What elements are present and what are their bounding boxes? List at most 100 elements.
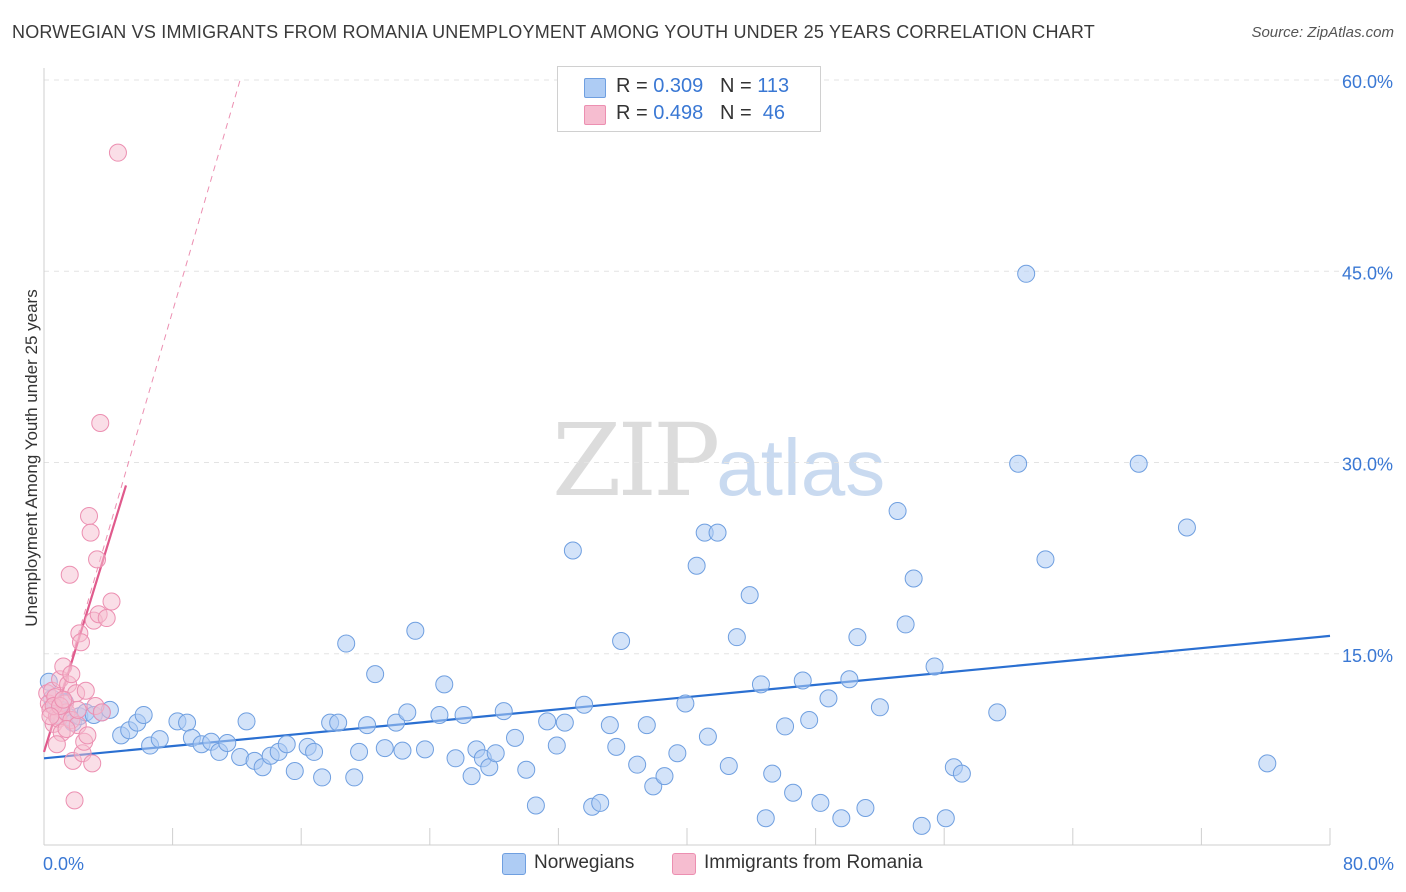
romania-point [54, 690, 73, 709]
norwegians-point [178, 713, 197, 732]
y-tick-label: 30.0% [1342, 455, 1393, 475]
romania-point [102, 592, 121, 611]
norwegians-point [358, 716, 377, 735]
legend-stats-romania: R = 0.498 N = 46 [616, 102, 785, 125]
norwegians-point [628, 755, 647, 774]
norwegians-point [952, 764, 971, 783]
r-label: R = [616, 102, 654, 124]
norwegians-points [39, 264, 1277, 835]
romania-point [97, 609, 116, 628]
norwegians-point [848, 628, 867, 647]
norwegians-point [708, 523, 727, 542]
norwegians-point [591, 793, 610, 812]
norwegians-point [1177, 518, 1196, 537]
watermark-atlas: atlas [716, 423, 886, 512]
norwegians-point [1258, 754, 1277, 773]
x-tick-label-min: 0.0% [43, 854, 84, 874]
norwegians-point [840, 670, 859, 689]
norwegians-point [888, 501, 907, 520]
norwegians-point [740, 586, 759, 605]
legend-swatch-blue [584, 78, 606, 98]
romania-point [83, 754, 102, 773]
norwegians-point [811, 793, 830, 812]
romania-point [60, 565, 79, 584]
n-label: N = [719, 102, 758, 124]
watermark-zip: ZIP [552, 402, 720, 519]
norwegians-point [793, 671, 812, 690]
chart-title: NORWEGIAN VS IMMIGRANTS FROM ROMANIA UNE… [12, 22, 1095, 42]
romania-point [80, 507, 99, 526]
norwegians-point [486, 744, 505, 763]
y-tick-label: 45.0% [1342, 263, 1393, 283]
norwegians-point [655, 767, 674, 786]
zipatlas-watermark: ZIPatlas [552, 402, 885, 519]
norwegians-point [896, 615, 915, 634]
norwegians-point [936, 809, 955, 828]
romania-point [78, 726, 97, 745]
norwegians-point [517, 760, 536, 779]
norwegians-point [547, 736, 566, 755]
r-label: R = [616, 75, 654, 97]
norwegians-point [668, 744, 687, 763]
norwegians-point [644, 777, 663, 796]
norwegians-point [505, 728, 524, 747]
norwegians-point [988, 703, 1007, 722]
norwegians-point [912, 816, 931, 835]
romania-point [41, 707, 60, 726]
grid-lines [44, 79, 1394, 655]
romania-point [108, 143, 127, 162]
legend-stats-norwegians: R = 0.309 N = 113 [616, 75, 789, 98]
x-tick-marks [43, 828, 1331, 845]
norwegians-point [563, 541, 582, 560]
norwegians-point [832, 809, 851, 828]
norwegians-point [607, 737, 626, 756]
norwegians-point [538, 712, 557, 731]
x-tick-label-max: 80.0% [1343, 854, 1394, 874]
romania-trend-extension [43, 79, 241, 753]
norwegians-point [719, 756, 738, 775]
norwegians-point [277, 735, 296, 754]
r-value: 0.309 [653, 75, 704, 97]
n-value: 46 [762, 102, 786, 124]
romania-point [68, 700, 87, 719]
legend-swatch-pink [584, 105, 606, 125]
norwegians-point [819, 689, 838, 708]
romania-point [91, 413, 110, 432]
romania-point [92, 703, 111, 722]
norwegians-point [134, 705, 153, 724]
norwegians-point [430, 705, 449, 724]
romania-point [57, 719, 76, 738]
norwegians-point [406, 621, 425, 640]
norwegians-point [727, 628, 746, 647]
bottom-legend-label: Norwegians [534, 852, 635, 873]
norwegians-point [345, 768, 364, 787]
norwegians-point [763, 764, 782, 783]
norwegians-point [637, 716, 656, 735]
norwegians-point [150, 730, 169, 749]
r-value: 0.498 [653, 102, 704, 124]
norwegians-point [526, 796, 545, 815]
source-label: Source: ZipAtlas.com [1251, 24, 1394, 41]
n-label: N = [719, 75, 758, 97]
romania-point [47, 735, 66, 754]
norwegians-point [1017, 264, 1036, 283]
norwegians-point [1009, 454, 1028, 473]
romania-point [62, 665, 81, 684]
norwegians-point [313, 768, 332, 787]
bottom-legend-swatch-pink [672, 853, 696, 875]
norwegians-point [698, 727, 717, 746]
norwegians-point [776, 717, 795, 736]
romania-point [76, 681, 95, 700]
n-value: 113 [757, 75, 790, 97]
norwegians-point [218, 734, 237, 752]
norwegians-point [337, 634, 356, 653]
norwegians-point [1036, 550, 1055, 569]
norwegians-point [870, 698, 889, 717]
norwegians-point [415, 740, 434, 759]
correlation-legend: R = 0.309 N = 113 R = 0.498 N = 46 [557, 66, 821, 132]
bottom-legend-swatch-blue [502, 853, 526, 875]
norwegians-point [687, 556, 706, 575]
romania-points [38, 143, 127, 810]
norwegians-point [856, 799, 875, 818]
bottom-legend-label: Immigrants from Romania [704, 852, 923, 873]
